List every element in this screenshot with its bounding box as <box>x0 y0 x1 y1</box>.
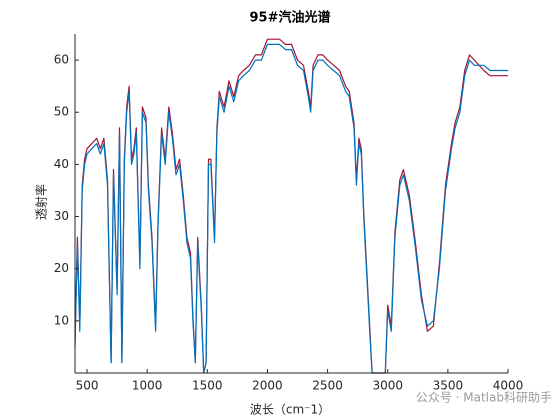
x-tick-label: 3500 <box>433 379 464 393</box>
y-tick-label: 30 <box>54 209 69 223</box>
y-tick-label: 10 <box>54 313 69 327</box>
watermark: 公众号 · Matlab科研助手 <box>416 391 552 405</box>
x-tick-label: 1000 <box>132 379 163 393</box>
x-tick-label: 2500 <box>312 379 343 393</box>
series-line <box>74 38 508 374</box>
x-tick-label: 4000 <box>493 379 524 393</box>
chart-title: 95#汽油光谱 <box>250 10 331 26</box>
y-axis-label: 透射率 <box>34 184 49 220</box>
y-tick-label: 20 <box>54 261 69 275</box>
x-axis-label: 波长（cm⁻1） <box>250 403 330 417</box>
x-tick-label: 1500 <box>192 379 223 393</box>
y-tick-label: 60 <box>54 53 69 67</box>
x-tick-label: 2000 <box>252 379 283 393</box>
x-tick-label: 500 <box>76 379 99 393</box>
series-line <box>74 43 508 374</box>
x-tick-label: 3000 <box>372 379 403 393</box>
y-tick-label: 50 <box>54 105 69 119</box>
y-tick-label: 40 <box>54 157 69 171</box>
